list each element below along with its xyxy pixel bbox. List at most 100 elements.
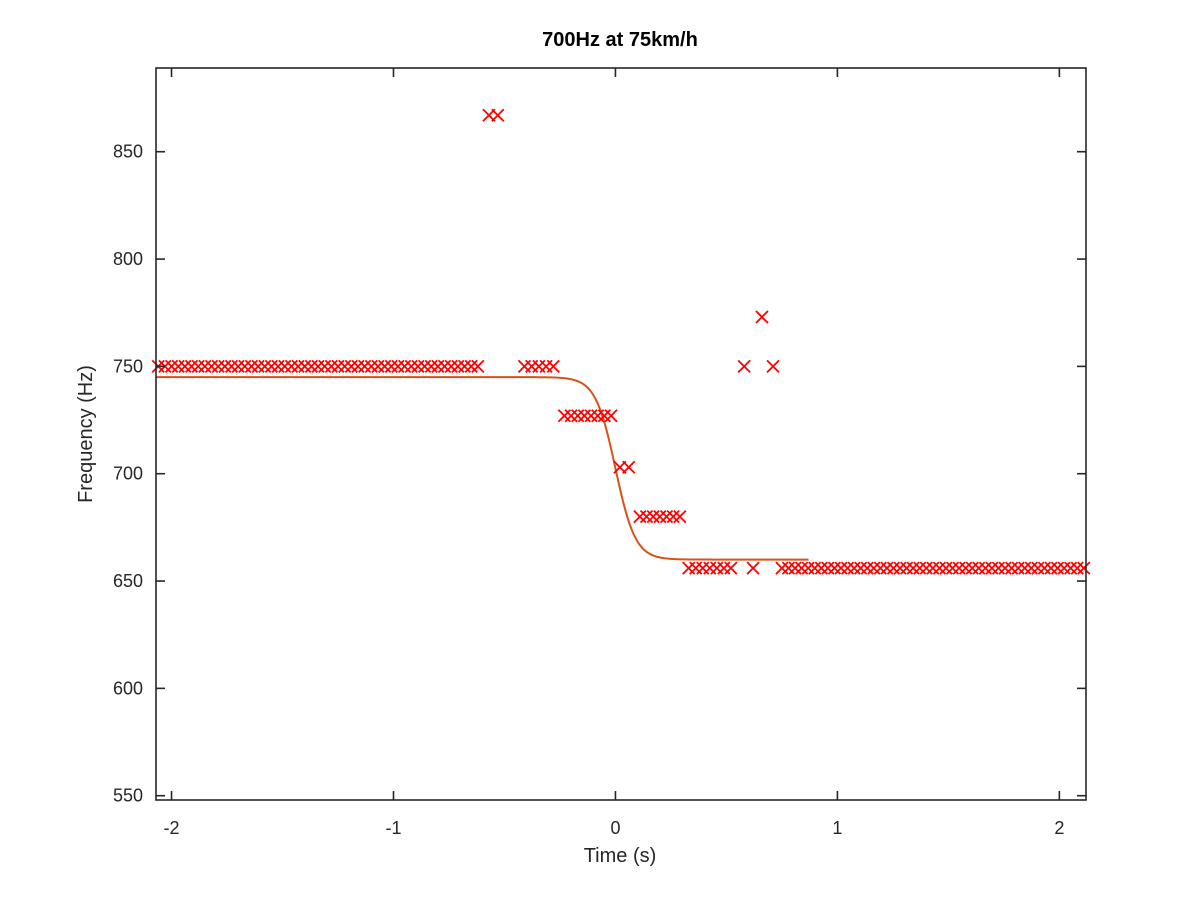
data-point (451, 359, 465, 374)
y-tick-label: 850 (113, 142, 143, 162)
x-tick-label: 0 (610, 818, 620, 838)
x-tick-label: 1 (832, 818, 842, 838)
data-point (1070, 561, 1084, 575)
data-point (191, 359, 205, 374)
data-point (417, 359, 432, 374)
data-point (224, 359, 239, 374)
data-point (1018, 561, 1032, 575)
data-point (298, 359, 312, 374)
data-point (646, 510, 660, 524)
data-point (411, 359, 425, 374)
data-point (814, 561, 828, 575)
data-point (251, 359, 265, 374)
data-point (794, 561, 809, 575)
data-point (932, 561, 947, 575)
data-point (899, 561, 914, 575)
data-point (991, 561, 1006, 575)
data-point (231, 359, 245, 374)
data-point (633, 510, 647, 524)
data-point (238, 359, 252, 374)
x-axis-label: Time (s) (584, 845, 657, 867)
data-point (913, 561, 927, 575)
y-tick-label: 550 (113, 786, 143, 806)
data-point (546, 359, 560, 374)
data-point (164, 359, 179, 374)
data-point (867, 561, 881, 575)
data-point (945, 561, 960, 575)
data-point (1044, 561, 1058, 575)
data-point (564, 409, 578, 423)
data-point (939, 561, 953, 575)
data-point (384, 359, 398, 374)
data-point (622, 460, 636, 474)
data-point (1031, 561, 1045, 575)
data-point (666, 510, 680, 524)
data-point (331, 359, 345, 374)
plot-background (156, 68, 1086, 800)
data-point (906, 561, 920, 575)
data-point (808, 561, 822, 575)
data-point (755, 310, 769, 324)
data-point (880, 561, 894, 575)
data-point (1050, 561, 1065, 575)
data-point (965, 561, 979, 575)
data-point (847, 561, 861, 575)
data-point (821, 561, 835, 575)
y-tick-label: 750 (113, 356, 143, 376)
data-point (371, 359, 385, 374)
data-point (178, 359, 192, 374)
data-point (827, 561, 842, 575)
axes-box (155, 67, 1087, 801)
data-point (873, 561, 887, 575)
data-point (972, 561, 986, 575)
data-point (985, 561, 999, 575)
axes: -2 -1 0 1 2 550 600 650 700 750 800 850 (113, 67, 1087, 838)
data-point (557, 409, 572, 423)
data-point (919, 561, 933, 575)
data-point (258, 359, 272, 374)
data-point (788, 561, 802, 575)
data-point (284, 359, 299, 374)
y-axis-label: Frequency (Hz) (75, 365, 97, 503)
data-point (304, 359, 319, 374)
data-point (737, 359, 751, 374)
data-point (464, 359, 478, 374)
data-point (364, 359, 378, 374)
data-point (840, 561, 855, 575)
chart-title: 700Hz at 75km/h (542, 29, 698, 51)
data-point (577, 409, 592, 423)
data-point (854, 561, 868, 575)
data-point (318, 359, 332, 374)
data-point (391, 359, 405, 374)
data-point (431, 359, 445, 374)
data-point (218, 359, 232, 374)
data-point (184, 359, 199, 374)
data-point (311, 359, 325, 374)
data-point (1037, 561, 1052, 575)
data-point (397, 359, 412, 374)
data-point (351, 359, 365, 374)
data-point (471, 359, 485, 374)
data-point (211, 359, 225, 374)
data-point (1057, 561, 1071, 575)
data-point (1077, 561, 1091, 575)
data-point (801, 561, 815, 575)
data-point (959, 561, 973, 575)
data-point (491, 108, 505, 122)
data-point (746, 561, 760, 575)
y-tick-label: 700 (113, 464, 143, 484)
data-point (1064, 561, 1078, 575)
data-point (591, 409, 605, 423)
x-tick-label: -1 (385, 818, 401, 838)
chart-marks (151, 108, 1091, 575)
data-point (244, 359, 259, 374)
plot-area (156, 68, 1086, 800)
data-point (344, 359, 358, 374)
data-point (781, 561, 796, 575)
data-point (204, 359, 219, 374)
data-point (278, 359, 292, 374)
data-point (338, 359, 352, 374)
data-point (978, 561, 992, 575)
data-point (171, 359, 185, 374)
